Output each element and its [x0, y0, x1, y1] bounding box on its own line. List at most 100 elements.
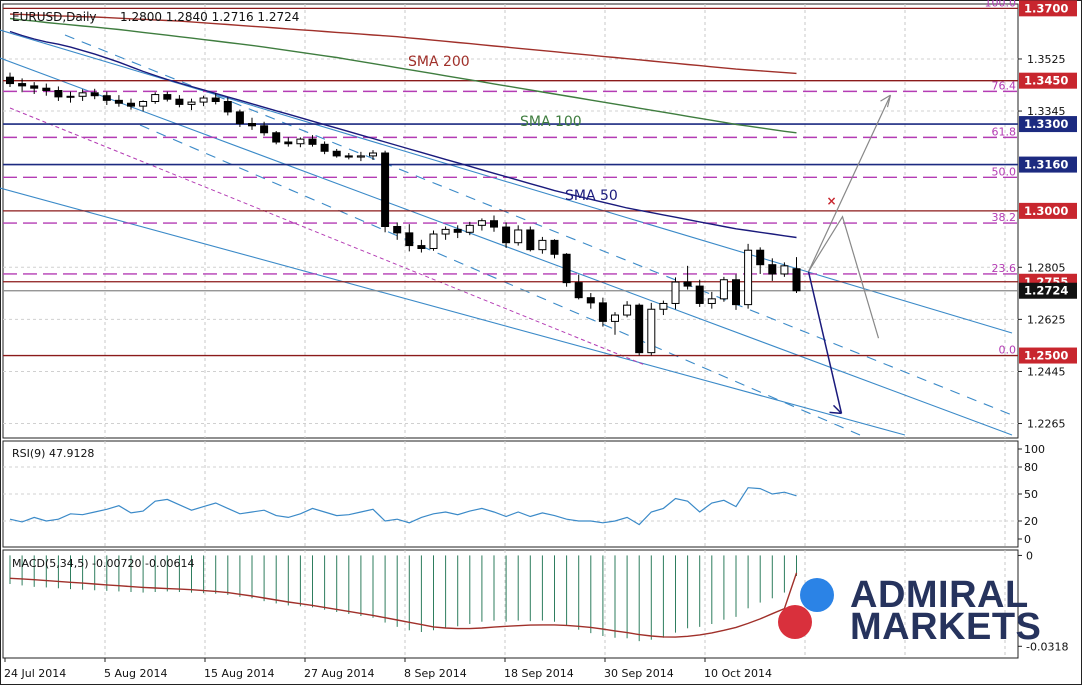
price-tick-label: 1.2445: [1027, 365, 1066, 378]
x-tick-label: 27 Aug 2014: [304, 667, 374, 680]
candle-body: [514, 229, 523, 244]
candle-body: [477, 220, 486, 226]
candle-body: [284, 141, 293, 145]
fib-level-label: 50.0: [992, 165, 1017, 178]
candle-body: [453, 228, 462, 233]
candle-body: [381, 152, 390, 227]
candle-body: [102, 95, 111, 101]
sma-label: SMA 50: [565, 188, 618, 204]
bearish-arrow-head: [829, 404, 843, 415]
candle-body: [344, 155, 353, 158]
logo-line1: ADMIRAL: [850, 574, 1029, 616]
x-tick-label: 10 Oct 2014: [704, 667, 772, 680]
candle-body: [296, 138, 305, 145]
price-tick-label: 1.3345: [1027, 105, 1066, 118]
candle-body: [127, 102, 135, 107]
candle-body: [623, 304, 632, 316]
candle-body: [405, 232, 414, 247]
level-label-box: [1019, 116, 1077, 133]
candle-body: [187, 101, 196, 105]
cross-marker: ×: [827, 194, 837, 208]
macd-panel-frame: [2, 549, 1019, 659]
level-label-box: [1019, 72, 1077, 89]
ohlc-readout: 1.2800 1.2840 1.2716 1.2724: [120, 10, 299, 24]
sma-line: [9, 30, 797, 239]
candle-body: [42, 87, 51, 92]
candle-body: [308, 138, 317, 145]
candle-body: [356, 155, 365, 158]
level-label: 1.3160: [1024, 158, 1068, 172]
price-tick-label: 1.3525: [1027, 53, 1066, 66]
candle-body: [223, 101, 232, 113]
level-label: 1.2500: [1024, 349, 1068, 363]
candle-body: [550, 239, 559, 255]
level-label-box: [1019, 156, 1077, 173]
candle-body: [562, 253, 571, 284]
logo-dot-top: [800, 578, 834, 612]
level-label: 1.2724: [1024, 284, 1068, 298]
price-tick-label: 1.2625: [1027, 313, 1066, 326]
candle-body: [780, 265, 789, 275]
level-label: 1.3300: [1024, 117, 1068, 131]
candle-body: [441, 228, 450, 235]
macd-title: MACD(5,34,5) -0.00720 -0.00614: [12, 557, 194, 570]
price-tick-label: 1.2805: [1027, 261, 1066, 274]
fib-level-label: 61.8: [992, 125, 1017, 138]
level-label-box: [1019, 0, 1077, 17]
candle-body: [732, 279, 740, 306]
candle-body: [586, 297, 595, 304]
candle-body: [30, 85, 39, 89]
level-label: 1.3000: [1024, 204, 1068, 218]
candle-body: [490, 220, 498, 228]
candle-body: [199, 97, 208, 103]
macd-tick-label: 0: [1026, 549, 1033, 562]
candle-body: [744, 249, 753, 306]
candle-body: [526, 229, 535, 251]
x-tick-label: 8 Sep 2014: [404, 667, 467, 680]
rsi-line: [9, 487, 797, 526]
rsi-tick-label: 50: [1024, 488, 1038, 501]
candle-body: [54, 90, 63, 98]
candle-body: [659, 302, 668, 310]
x-tick-label: 5 Aug 2014: [104, 667, 167, 680]
candle-body: [429, 233, 438, 249]
candle-body: [332, 150, 341, 157]
sma-label: SMA 200: [408, 54, 470, 70]
candle-body: [502, 226, 511, 244]
sma-line: [9, 17, 797, 134]
macd-tick-label: -0.0318: [1026, 640, 1068, 653]
candle-body: [90, 92, 99, 97]
channel-line: [0, 187, 906, 436]
bullish-scenario-arrow: [807, 94, 892, 272]
fib-level-label: 0.0: [999, 344, 1017, 357]
candle-body: [574, 282, 583, 299]
candle-body: [248, 122, 256, 127]
x-tick-label: 24 Jul 2014: [4, 667, 66, 680]
candle-body: [611, 314, 619, 322]
candle-body: [635, 304, 644, 354]
fib-level-label: 100.0: [985, 0, 1017, 9]
candle-body: [18, 83, 27, 87]
candle-body: [211, 97, 220, 103]
logo-dot-bottom: [778, 605, 812, 639]
symbol-label: EURUSD,Daily: [12, 10, 97, 24]
candle-body: [538, 239, 547, 251]
candle-body: [78, 92, 87, 97]
level-label-box: [1019, 347, 1077, 364]
candle-body: [598, 302, 607, 322]
x-tick-label: 18 Sep 2014: [504, 667, 574, 680]
rsi-tick-label: 100: [1024, 443, 1045, 456]
candle-body: [465, 224, 474, 233]
rsi-tick-label: 80: [1024, 461, 1038, 474]
candle-body: [6, 76, 14, 85]
candle-body: [792, 268, 801, 292]
price-tick-label: 1.2265: [1027, 418, 1066, 431]
rsi-tick-label: 20: [1024, 515, 1038, 528]
candle-body: [260, 125, 269, 134]
candle-body: [151, 94, 160, 103]
channel-line: [139, 124, 861, 436]
level-label: 1.3700: [1024, 1, 1068, 15]
bearish-scenario-arrow: [807, 271, 843, 414]
macd-signal-line: [9, 572, 798, 638]
